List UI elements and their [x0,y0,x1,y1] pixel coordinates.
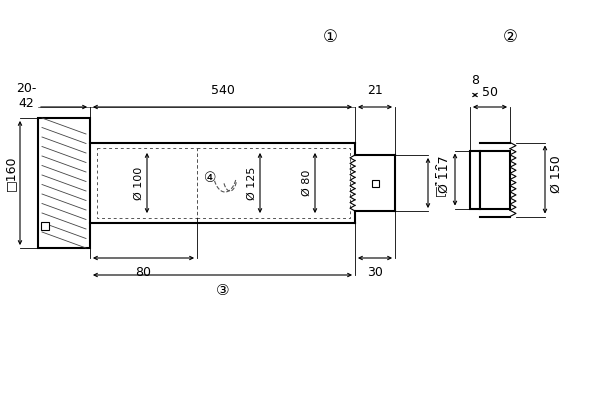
Text: Ø 80: Ø 80 [302,170,312,196]
Text: Ø 125: Ø 125 [247,166,257,200]
Text: 21: 21 [367,84,383,97]
Text: ③: ③ [215,283,229,298]
Text: 80: 80 [136,266,151,279]
Bar [470,150,480,209]
Text: Ø 100: Ø 100 [134,166,144,200]
Text: 30: 30 [367,266,383,279]
Text: □160: □160 [4,155,17,191]
Text: Ø 150: Ø 150 [550,156,563,193]
Text: 8: 8 [471,74,479,87]
Text: ④: ④ [204,171,216,185]
Text: ①: ① [323,28,337,46]
Bar [371,179,379,187]
Bar [197,148,350,218]
Text: Ø 117: Ø 117 [438,156,451,193]
Text: 50: 50 [482,86,498,99]
Text: 20-
42: 20- 42 [16,82,36,110]
Bar [97,148,197,218]
Text: 540: 540 [211,84,235,97]
Bar [480,150,510,209]
Text: ②: ② [503,28,517,46]
Text: □150: □150 [433,160,446,196]
Bar [41,222,49,230]
Bar [38,118,90,248]
